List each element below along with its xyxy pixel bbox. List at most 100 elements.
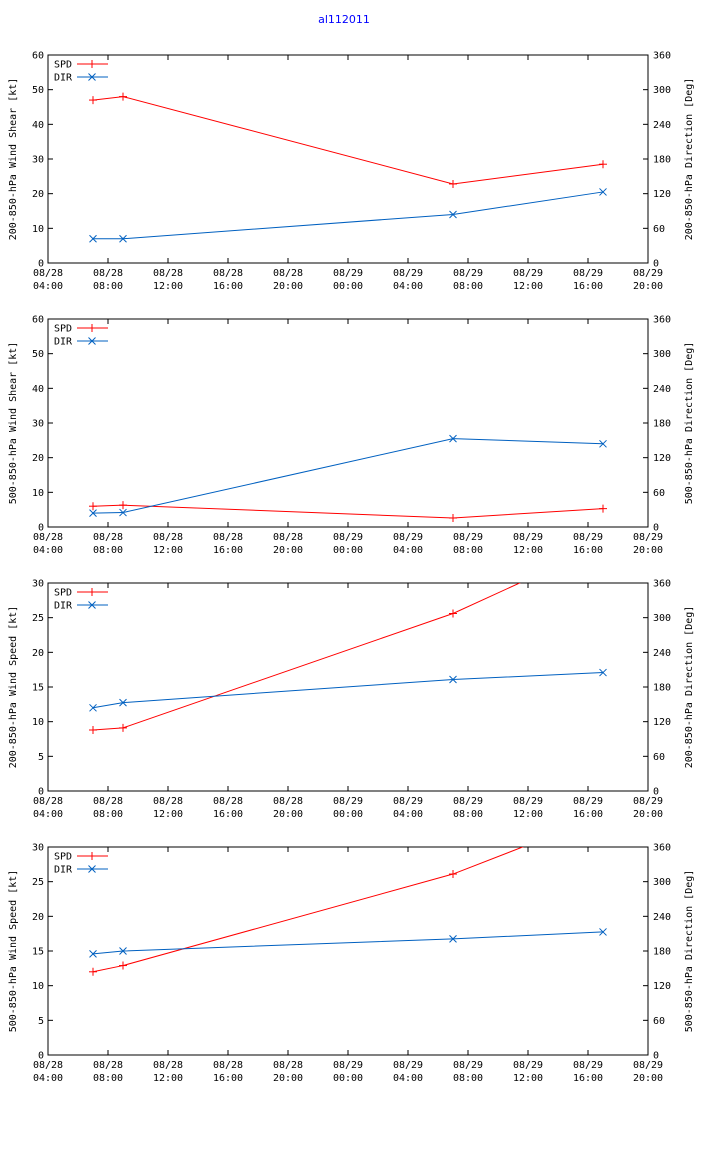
data-point-dir — [599, 928, 607, 936]
data-point-dir — [119, 947, 127, 955]
x-tick-time: 08:00 — [453, 1073, 483, 1084]
x-tick-date: 08/28 — [153, 532, 183, 543]
data-point-spd — [119, 723, 127, 732]
marker-x-b — [449, 675, 457, 684]
y2-tick-label: 300 — [653, 613, 671, 624]
data-point-dir — [599, 668, 607, 677]
x-tick-date: 08/29 — [333, 1060, 363, 1071]
x-tick-date: 08/29 — [513, 1060, 543, 1071]
data-point-spd — [449, 179, 457, 188]
y-tick-label: 25 — [32, 613, 44, 624]
x-tick-time: 08:00 — [93, 281, 123, 292]
y2-tick-label: 0 — [653, 787, 659, 798]
x-tick-time: 12:00 — [153, 809, 183, 820]
series-line-dir — [92, 438, 604, 514]
y2-tick-label: 300 — [653, 85, 671, 96]
legend-label-dir: DIR — [54, 73, 73, 84]
y-tick-label: 10 — [32, 488, 44, 499]
marker-x-b — [599, 668, 607, 677]
x-tick-date: 08/29 — [453, 268, 483, 279]
data-point-dir — [89, 509, 97, 517]
x-tick-time: 08:00 — [453, 545, 483, 556]
x-tick-time: 08:00 — [453, 281, 483, 292]
y-tick-label: 40 — [32, 120, 44, 131]
legend-label-spd: SPD — [54, 324, 72, 335]
plot-frame — [47, 318, 649, 528]
legend-marker — [88, 337, 96, 345]
x-tick-date: 08/29 — [573, 268, 603, 279]
x-tick-date: 08/29 — [633, 1060, 663, 1071]
y2-axis-label: 500-850-hPa Direction [Deg] — [684, 342, 695, 505]
x-tick-date: 08/29 — [453, 532, 483, 543]
x-tick-time: 20:00 — [633, 809, 663, 820]
y-tick-label: 15 — [32, 683, 44, 694]
marker-x-b — [89, 509, 97, 517]
x-tick-date: 08/29 — [513, 532, 543, 543]
data-point-spd — [599, 812, 607, 820]
y-tick-label: 25 — [32, 877, 44, 888]
y2-tick-label: 0 — [653, 523, 659, 534]
series-line-spd — [92, 96, 604, 185]
y2-tick-label: 360 — [653, 51, 671, 62]
x-tick-date: 08/29 — [513, 268, 543, 279]
y2-axis-label: 500-850-hPa Direction [Deg] — [684, 870, 695, 1033]
y2-tick-label: 180 — [653, 947, 671, 958]
y2-tick-label: 240 — [653, 384, 671, 395]
x-tick-time: 16:00 — [573, 281, 603, 292]
data-point-spd — [599, 541, 607, 549]
marker-x-b — [89, 234, 97, 243]
x-tick-date: 08/28 — [153, 796, 183, 807]
y-tick-label: 60 — [32, 51, 44, 62]
x-tick-time: 20:00 — [633, 1073, 663, 1084]
x-tick-date: 08/29 — [633, 532, 663, 543]
y-tick-label: 5 — [38, 752, 44, 763]
x-tick-time: 04:00 — [393, 281, 423, 292]
marker-x-b — [89, 950, 97, 958]
data-point-dir — [599, 188, 607, 196]
y2-tick-label: 60 — [653, 1016, 665, 1027]
series-group — [89, 92, 607, 243]
marker-x-b — [119, 234, 127, 243]
x-tick-time: 00:00 — [333, 545, 363, 556]
data-point-spd — [89, 725, 97, 734]
x-tick-date: 08/29 — [633, 796, 663, 807]
y-tick-label: 0 — [38, 259, 44, 270]
y-tick-label: 30 — [32, 155, 44, 166]
panel-500-850-shear: 0 10 20 30 40 50 60 0 60 120 180 240 300 360 08/28 04:0… — [8, 315, 695, 557]
y2-tick-label: 120 — [653, 453, 671, 464]
y2-tick-label: 240 — [653, 648, 671, 659]
data-point-spd — [89, 96, 97, 105]
x-tick-time: 08:00 — [93, 1073, 123, 1084]
y-tick-label: 5 — [38, 1016, 44, 1027]
y-tick-label: 10 — [32, 717, 44, 728]
x-tick-date: 08/29 — [333, 268, 363, 279]
data-point-spd — [89, 967, 97, 976]
legend-label-dir: DIR — [54, 601, 73, 612]
series-line-dir — [93, 191, 604, 240]
y2-tick-label: 360 — [653, 843, 671, 854]
x-tick-date: 08/29 — [513, 796, 543, 807]
x-tick-date: 08/29 — [393, 1060, 423, 1071]
legend-label-dir: DIR — [54, 865, 73, 876]
y2-tick-label: 180 — [653, 419, 671, 430]
x-tick-date: 08/29 — [573, 1060, 603, 1071]
y-tick-label: 50 — [32, 85, 44, 96]
x-tick-time: 08:00 — [453, 809, 483, 820]
data-point-spd — [599, 504, 607, 513]
x-tick-date: 08/28 — [93, 1060, 123, 1071]
y2-tick-label: 120 — [653, 717, 671, 728]
marker-x-b — [449, 935, 457, 943]
y-tick-label: 0 — [38, 787, 44, 798]
x-tick-date: 08/28 — [273, 532, 303, 543]
legend-marker — [88, 865, 96, 873]
x-tick-date: 08/28 — [93, 796, 123, 807]
plot-frame — [47, 846, 649, 1056]
series-group — [89, 541, 607, 734]
series-line-spd — [92, 847, 525, 973]
x-tick-date: 08/29 — [573, 532, 603, 543]
data-point-dir — [449, 434, 457, 443]
legend-marker — [88, 73, 96, 81]
x-tick-date: 08/29 — [333, 796, 363, 807]
x-tick-date: 08/29 — [453, 1060, 483, 1071]
y2-tick-label: 60 — [653, 224, 665, 235]
